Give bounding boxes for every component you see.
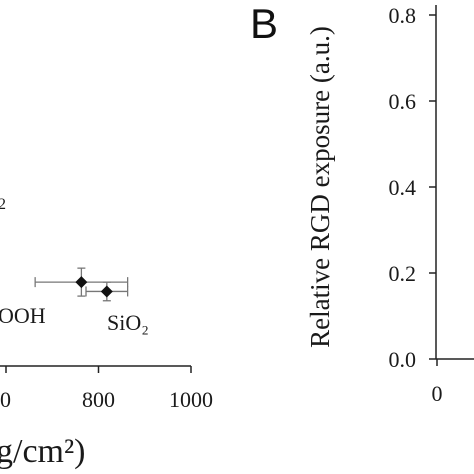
panel-b-y-ticks: 0.0 0.2 0.4 0.6 0.8 xyxy=(389,3,436,372)
panel-b-x-ticks: 0 xyxy=(432,359,443,406)
panel-a-data-point xyxy=(34,267,129,297)
panel-a-points xyxy=(34,267,129,302)
panel-a-annotation-ooh: OOH xyxy=(0,303,46,328)
panel-b-y-tick-label: 0.4 xyxy=(389,175,417,200)
panel-b-label: B xyxy=(250,0,278,47)
panel-a-x-ticks: 0 800 1000 xyxy=(0,366,213,412)
panel-b-y-axis-label: Relative RGD exposure (a.u.) xyxy=(305,26,335,348)
panel-a-data-point xyxy=(85,281,129,302)
panel-a-x-axis-label: g/cm²) xyxy=(0,433,86,470)
panel-b-y-tick-label: 0.8 xyxy=(389,3,417,28)
panel-b-y-tick-label: 0.6 xyxy=(389,89,417,114)
panel-a-annotation-sio2: SiO₂ xyxy=(107,310,149,335)
panel-b-y-tick-label: 0.0 xyxy=(389,347,417,372)
diamond-marker xyxy=(75,276,88,289)
panel-b: B Relative RGD exposure (a.u.) 0.0 0.2 0.4… xyxy=(250,0,474,406)
panel-a-x-tick-label: 800 xyxy=(82,387,115,412)
panel-a-annotation-2: 2 xyxy=(0,196,6,213)
panel-a-x-tick-label: 0 xyxy=(0,387,11,412)
panel-a: 0 800 1000 2 OOH SiO₂ g/cm²) xyxy=(0,196,213,470)
diamond-marker xyxy=(100,285,113,298)
panel-b-y-tick-label: 0.2 xyxy=(389,261,417,286)
panel-a-x-tick-label: 1000 xyxy=(169,387,213,412)
panel-b-x-tick-label: 0 xyxy=(432,381,443,406)
